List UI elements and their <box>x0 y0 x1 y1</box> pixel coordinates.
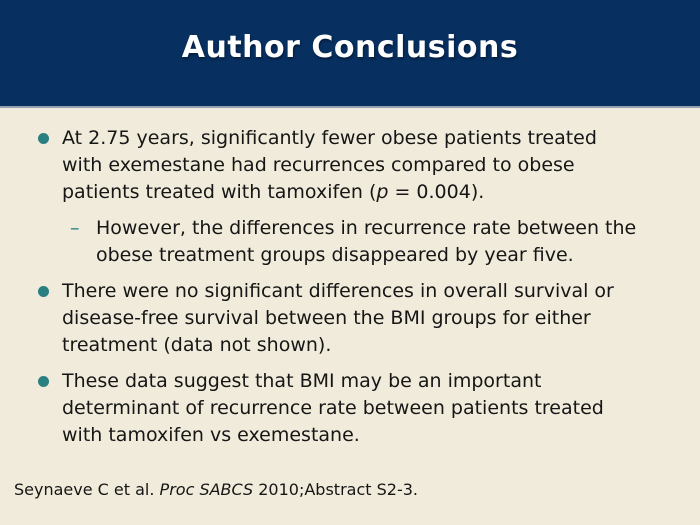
title-band: Author Conclusions <box>0 0 700 108</box>
slide-body: At 2.75 years, significantly fewer obese… <box>0 108 700 449</box>
citation-journal-italic: Proc SABCS <box>159 480 254 499</box>
slide-title: Author Conclusions <box>181 29 519 65</box>
bullet-item: These data suggest that BMI may be an im… <box>30 368 676 449</box>
bullet-item: There were no significant differences in… <box>30 278 676 359</box>
bullet-text: There were no significant differences in… <box>62 280 614 356</box>
bullet-marker-col <box>30 278 62 359</box>
citation: Seynaeve C et al. Proc SABCS 2010;Abstra… <box>14 480 418 499</box>
bullet-dot-icon <box>38 133 49 144</box>
sub-bullet-dash-icon: – <box>70 217 80 239</box>
italic-p: p <box>376 181 389 203</box>
bullet-text-segment: = 0.004). <box>388 181 485 203</box>
bullet-text-segment: At 2.75 years, significantly fewer obese… <box>62 127 597 203</box>
citation-segment: 2010;Abstract S2-3. <box>253 480 418 499</box>
bullet-dot-icon <box>38 286 49 297</box>
sub-bullet-text: However, the differences in recurrence r… <box>96 217 637 266</box>
bullet-marker-col <box>30 125 62 206</box>
citation-segment: Seynaeve C et al. <box>14 480 160 499</box>
bullet-text: These data suggest that BMI may be an im… <box>62 370 604 446</box>
bullet-dot-icon <box>38 376 49 387</box>
bullet-text: At 2.75 years, significantly fewer obese… <box>62 125 597 206</box>
bullet-marker-col <box>30 368 62 449</box>
bullet-item: At 2.75 years, significantly fewer obese… <box>30 125 676 206</box>
sub-bullet-item: – However, the differences in recurrence… <box>70 215 676 269</box>
